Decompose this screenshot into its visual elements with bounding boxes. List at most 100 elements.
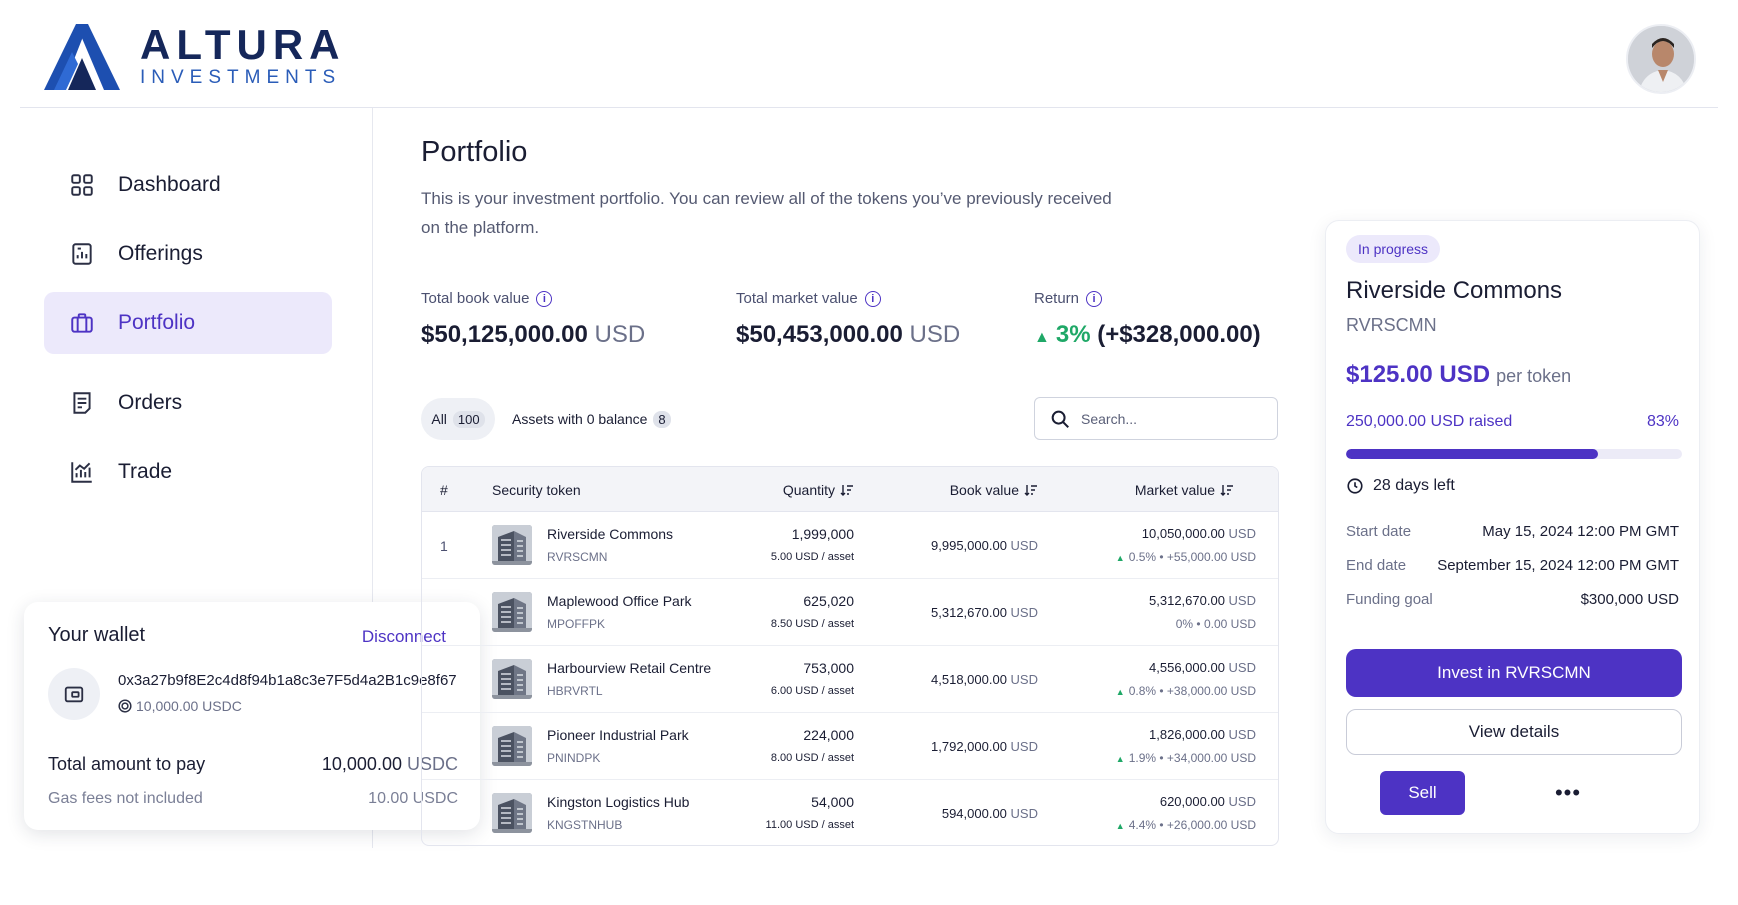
stat-label: Total book value i — [421, 290, 645, 307]
wallet-icon — [48, 668, 100, 720]
market-value-cell: 620,000.00 USD — [1160, 794, 1256, 809]
table-row[interactable]: Kingston Logistics Hub KNGSTNHUB 54,000 11.… — [422, 780, 1278, 845]
col-book-value[interactable]: Book value — [950, 482, 1038, 498]
count-badge: 100 — [452, 410, 485, 428]
sidebar-item-dashboard[interactable]: Dashboard — [44, 154, 332, 216]
view-details-button[interactable]: View details — [1346, 709, 1682, 755]
up-arrow-icon: ▲ — [1034, 329, 1050, 346]
filter-zero-balance-tab[interactable]: Assets with 0 balance 8 — [512, 398, 671, 440]
col-quantity[interactable]: Quantity — [783, 482, 854, 498]
price-per: per token — [1496, 366, 1572, 386]
stat-amount: $50,125,000.00 — [421, 321, 588, 348]
token-symbol: RVRSCMN — [547, 550, 608, 564]
token-name[interactable]: Maplewood Office Park — [547, 593, 692, 609]
market-change: 0% • 0.00 USD — [1176, 617, 1256, 631]
sidebar-item-label: Dashboard — [118, 173, 221, 196]
unit: USD — [1010, 605, 1038, 620]
offering-card: In progress Riverside Commons RVRSCMN $1… — [1325, 220, 1700, 834]
book-value-cell: 9,995,000.00 USD — [931, 538, 1038, 553]
book-value-cell: 1,792,000.00 USD — [931, 739, 1038, 754]
price-per-asset: 8.00 USD / asset — [770, 752, 854, 764]
info-icon[interactable]: i — [1086, 290, 1103, 307]
brand-subtitle: INVESTMENTS — [140, 67, 342, 88]
stat-book-value: Total book value i $50,125,000.00 USD — [421, 290, 645, 349]
sidebar-item-orders[interactable]: Orders — [44, 372, 332, 434]
sort-icon — [1024, 485, 1037, 496]
price-per-asset: 6.00 USD / asset — [770, 685, 854, 697]
end-date-value: September 15, 2024 12:00 PM GMT — [1437, 557, 1679, 574]
sidebar-item-trade[interactable]: Trade — [44, 441, 332, 503]
disconnect-link[interactable]: Disconnect — [361, 627, 446, 646]
wallet-title: Your wallet — [48, 624, 146, 646]
wallet-balance-value: 10,000.00 USDC — [136, 698, 242, 714]
coin-icon — [118, 699, 132, 713]
sidebar-item-portfolio[interactable]: Portfolio — [44, 292, 332, 354]
stat-unit: USD — [909, 321, 961, 348]
gas-fees-value: 10.00 USDC — [368, 790, 458, 807]
search-input[interactable] — [1081, 410, 1261, 427]
row-index: 1 — [440, 538, 448, 554]
stat-unit: USD — [594, 321, 646, 348]
token-name[interactable]: Harbourview Retail Centre — [547, 660, 712, 676]
building-thumbnail-icon — [492, 726, 532, 766]
days-left: 28 days left — [1346, 477, 1455, 495]
brand-logo[interactable]: ALTURA INVESTMENTS — [42, 22, 346, 92]
building-thumbnail-icon — [492, 659, 532, 699]
building-thumbnail-icon — [492, 525, 532, 565]
table-row[interactable]: Maplewood Office Park MPOFFPK 625,020 8.50 … — [422, 579, 1278, 646]
col-book-value-label: Book value — [949, 482, 1019, 498]
market-value: 10,050,000.00 — [1141, 526, 1225, 541]
start-date-label: Start date — [1346, 523, 1412, 540]
up-triangle-icon: ▲ — [1115, 687, 1125, 697]
filter-all-tab[interactable]: All 100 — [421, 398, 495, 440]
funding-goal-label: Funding goal — [1346, 591, 1433, 608]
table-header: # Security token Quantity Book value Mar… — [422, 467, 1278, 512]
quantity-value: 753,000 — [803, 660, 854, 676]
page-description: This is your investment portfolio. You c… — [421, 189, 1112, 237]
unit: USD — [1010, 538, 1038, 553]
return-percent: 3% — [1055, 321, 1091, 348]
unit: USD — [1228, 794, 1256, 809]
more-options-button[interactable]: ••• — [1554, 780, 1582, 805]
invest-button[interactable]: Invest in RVRSCMN — [1346, 649, 1682, 697]
table-body: 1 Riverside Commons RVRSCMN 1,999,000 5.00 U… — [422, 512, 1278, 845]
change-text: 0.8% • +38,000.00 USD — [1128, 684, 1256, 698]
token-symbol: PNINDPK — [547, 751, 601, 765]
unit: USD — [1228, 660, 1256, 675]
info-icon[interactable]: i — [864, 290, 881, 307]
orders-icon — [68, 389, 96, 417]
table-row[interactable]: Harbourview Retail Centre HBRVRTL 753,000 6… — [422, 646, 1278, 713]
sidebar-item-label: Portfolio — [118, 311, 196, 334]
total-to-pay-label: Total amount to pay — [48, 754, 206, 774]
start-date-value: May 15, 2024 12:00 PM GMT — [1482, 523, 1679, 540]
token-name[interactable]: Kingston Logistics Hub — [547, 794, 690, 810]
unit: USD — [1010, 672, 1038, 687]
search-box[interactable] — [1034, 397, 1278, 440]
token-name[interactable]: Riverside Commons — [547, 526, 674, 542]
col-security-token: Security token — [492, 482, 581, 498]
stat-label: Total market value i — [736, 290, 960, 307]
price-per-asset: 5.00 USD / asset — [770, 551, 854, 563]
token-name[interactable]: Pioneer Industrial Park — [547, 727, 689, 743]
col-quantity-label: Quantity — [782, 482, 835, 498]
book-value: 1,792,000.00 — [931, 739, 1007, 754]
gas-fees-label: Gas fees not included — [48, 790, 203, 807]
offering-name: Riverside Commons — [1346, 277, 1563, 304]
change-text: 0.5% • +55,000.00 USD — [1128, 550, 1256, 564]
market-value-cell: 5,312,670.00 USD — [1149, 593, 1256, 608]
end-date-label: End date — [1346, 557, 1407, 574]
quantity-value: 54,000 — [811, 794, 854, 810]
logo-text: ALTURA INVESTMENTS — [140, 24, 346, 89]
market-value-cell: 1,826,000.00 USD — [1149, 727, 1256, 742]
clock-icon — [1347, 478, 1363, 494]
stat-value: $50,453,000.00 USD — [736, 321, 960, 349]
user-avatar[interactable] — [1626, 24, 1696, 94]
sidebar-item-offerings[interactable]: Offerings — [44, 223, 332, 285]
sell-button[interactable]: Sell — [1380, 771, 1465, 815]
info-icon[interactable]: i — [536, 290, 553, 307]
table-row[interactable]: 1 Riverside Commons RVRSCMN 1,999,000 5.00 U… — [422, 512, 1278, 579]
up-triangle-icon: ▲ — [1115, 821, 1125, 831]
table-row[interactable]: Pioneer Industrial Park PNINDPK 224,000 8.0… — [422, 713, 1278, 780]
market-value-cell: 4,556,000.00 USD — [1149, 660, 1256, 675]
col-market-value[interactable]: Market value — [1135, 482, 1234, 498]
